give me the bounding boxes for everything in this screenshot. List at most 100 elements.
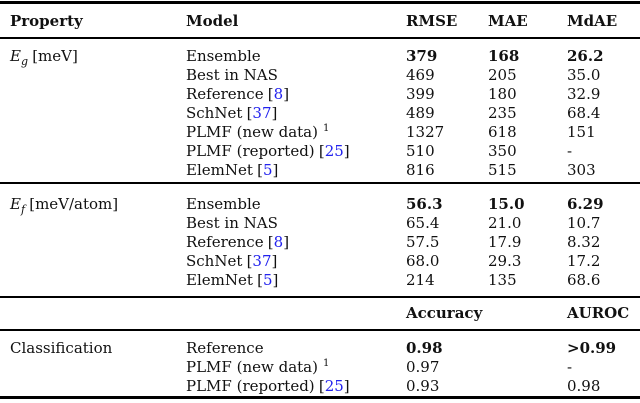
rmse-value: 469 xyxy=(406,66,435,84)
property-symbol: E xyxy=(10,195,21,213)
mae-value: 29.3 xyxy=(488,252,522,270)
citation[interactable]: [37] xyxy=(247,104,278,122)
mdae-value: 17.2 xyxy=(567,252,601,270)
model-cell: Best in NAS xyxy=(186,214,278,233)
citation[interactable]: [25] xyxy=(319,377,350,395)
mae-value: 17.9 xyxy=(488,233,522,251)
bracket-close: ] xyxy=(283,85,290,103)
table-row: SchNet [37] 489 235 68.4 xyxy=(0,104,640,123)
citation-number[interactable]: 8 xyxy=(273,233,284,251)
mae-value: 515 xyxy=(488,161,517,179)
property-label-classification: Classification xyxy=(10,339,113,357)
citation-number[interactable]: 37 xyxy=(252,252,272,270)
model-cell: Ensemble xyxy=(186,195,261,214)
table-row: Ef [meV/atom] Ensemble 56.3 15.0 6.29 xyxy=(0,195,640,216)
citation-number[interactable]: 25 xyxy=(324,142,344,160)
model-label: Reference xyxy=(186,339,264,357)
property-subscript: f xyxy=(20,203,26,216)
mdae-value: 151 xyxy=(567,123,596,141)
bottom-rule xyxy=(0,396,640,399)
rmse-value: 510 xyxy=(406,142,435,160)
mdae-value: 68.6 xyxy=(567,271,601,289)
mae-value: 205 xyxy=(488,66,517,84)
mdae-value: 6.29 xyxy=(567,195,604,213)
table-row: PLMF (new data) 1 0.97 - xyxy=(0,358,640,377)
model-label: Reference xyxy=(186,233,264,251)
subheader-row: Accuracy AUROC xyxy=(0,304,640,323)
mae-value: 235 xyxy=(488,104,517,122)
property-symbol: E xyxy=(10,47,21,65)
table-row: PLMF (reported) [25] 510 350 - xyxy=(0,142,640,161)
citation-number[interactable]: 8 xyxy=(273,85,284,103)
mdae-value: 32.9 xyxy=(567,85,601,103)
header-model: Model xyxy=(186,12,239,30)
rmse-value: 1327 xyxy=(406,123,445,141)
model-cell: Ensemble xyxy=(186,47,261,66)
rmse-value: 214 xyxy=(406,271,435,289)
property-label-eg: Eg [meV] xyxy=(10,47,78,71)
section1-rule xyxy=(0,182,640,184)
model-label: PLMF (new data) xyxy=(186,358,318,376)
citation[interactable]: [5] xyxy=(257,271,278,289)
table-row: PLMF (reported) [25] 0.93 0.98 xyxy=(0,377,640,396)
citation[interactable]: [5] xyxy=(257,161,278,179)
header-auroc: AUROC xyxy=(567,304,630,322)
model-cell: PLMF (reported) [25] xyxy=(186,377,350,396)
mae-value: 135 xyxy=(488,271,517,289)
rmse-value: 489 xyxy=(406,104,435,122)
property-unit: [meV/atom] xyxy=(29,195,119,213)
rmse-value: 399 xyxy=(406,85,435,103)
header-mdae: MdAE xyxy=(567,12,618,30)
model-label: Best in NAS xyxy=(186,66,278,84)
model-cell: PLMF (reported) [25] xyxy=(186,142,350,161)
mae-value: 168 xyxy=(488,47,520,65)
model-label: Reference xyxy=(186,85,264,103)
bracket-open: [ xyxy=(318,377,325,395)
model-label: ElemNet xyxy=(186,161,253,179)
rmse-value: 379 xyxy=(406,47,438,65)
subheader-rule xyxy=(0,329,640,331)
property-subscript: g xyxy=(20,55,28,68)
table-row: Reference [8] 57.5 17.9 8.32 xyxy=(0,233,640,252)
model-cell: SchNet [37] xyxy=(186,252,277,271)
citation[interactable]: [25] xyxy=(319,142,350,160)
model-label: PLMF (reported) xyxy=(186,377,315,395)
rmse-value: 816 xyxy=(406,161,435,179)
property-unit: [meV] xyxy=(32,47,78,65)
header-row: Property Model RMSE MAE MdAE xyxy=(0,12,640,31)
bracket-open: [ xyxy=(246,252,253,270)
citation[interactable]: [8] xyxy=(268,85,289,103)
header-rmse: RMSE xyxy=(406,12,458,30)
model-cell: ElemNet [5] xyxy=(186,271,278,290)
table-row: Eg [meV] Ensemble 379 168 26.2 xyxy=(0,47,640,68)
model-label: PLMF (new data) xyxy=(186,123,318,141)
citation[interactable]: [37] xyxy=(247,252,278,270)
citation-number[interactable]: 5 xyxy=(262,161,273,179)
model-label: Best in NAS xyxy=(186,214,278,232)
bracket-close: ] xyxy=(271,104,278,122)
rmse-value: 56.3 xyxy=(406,195,443,213)
accuracy-value: 0.93 xyxy=(406,377,440,395)
bracket-close: ] xyxy=(272,161,279,179)
rmse-value: 65.4 xyxy=(406,214,440,232)
citation-number[interactable]: 5 xyxy=(262,271,273,289)
bracket-open: [ xyxy=(257,271,263,289)
accuracy-value: 0.97 xyxy=(406,358,440,376)
model-cell: Reference [8] xyxy=(186,85,289,104)
mae-value: 15.0 xyxy=(488,195,525,213)
auroc-value: - xyxy=(567,358,573,376)
citation[interactable]: [8] xyxy=(268,233,289,251)
citation-number[interactable]: 25 xyxy=(324,377,344,395)
auroc-value: 0.98 xyxy=(567,377,601,395)
model-label: PLMF (reported) xyxy=(186,142,315,160)
bracket-close: ] xyxy=(283,233,290,251)
bracket-open: [ xyxy=(267,233,274,251)
mdae-value: 68.4 xyxy=(567,104,601,122)
bracket-close: ] xyxy=(271,252,278,270)
table-row: ElemNet [5] 816 515 303 xyxy=(0,161,640,180)
citation-number[interactable]: 37 xyxy=(252,104,272,122)
header-mae: MAE xyxy=(488,12,528,30)
footnote-marker: 1 xyxy=(322,123,330,134)
bracket-open: [ xyxy=(246,104,253,122)
mdae-value: 8.32 xyxy=(567,233,601,251)
